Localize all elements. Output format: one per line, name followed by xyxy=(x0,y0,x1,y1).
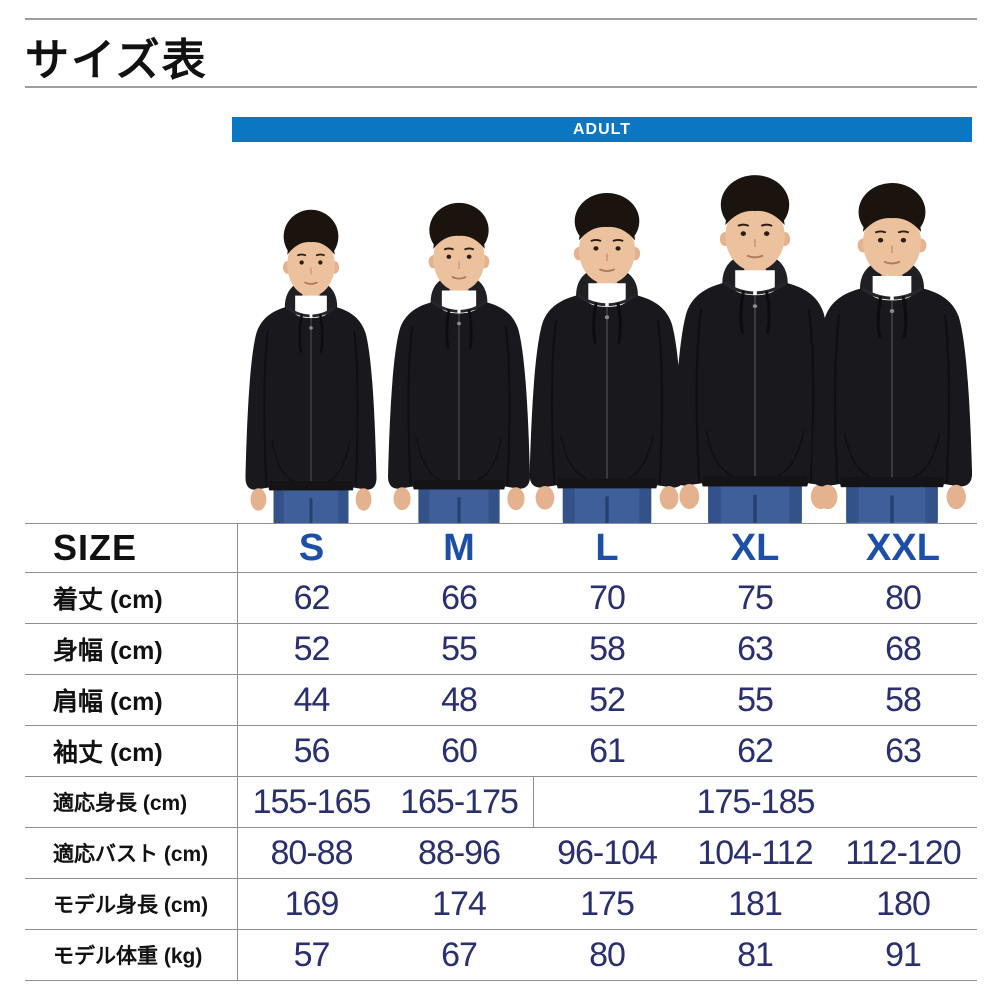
value-cell: 66 xyxy=(441,578,478,617)
row-label: 肩幅 (cm) xyxy=(53,688,163,716)
row-label: モデル身長 (cm) xyxy=(53,894,209,917)
size-table: SIZE S M L XL XXL 着丈 (cm) 62 66 70 75 80 身幅 (cm) 52… xyxy=(25,523,977,981)
value-cell: 112-120 xyxy=(845,833,961,872)
value-cell: 68 xyxy=(885,629,922,668)
model-m xyxy=(386,201,532,523)
row-label: 適応バスト (cm) xyxy=(53,843,209,866)
row-label: 適応身長 (cm) xyxy=(53,792,188,815)
model-xxl xyxy=(810,181,972,523)
value-cell: 88-96 xyxy=(418,833,501,872)
value-cell: 62 xyxy=(237,573,385,623)
size-col-m: M xyxy=(443,526,475,569)
value-cell: 52 xyxy=(237,624,385,674)
table-row-2: 肩幅 (cm) 44 48 52 55 58 xyxy=(25,675,977,726)
value-cell: 67 xyxy=(441,935,478,974)
models-illustration xyxy=(244,173,972,523)
value-cell: 70 xyxy=(589,578,626,617)
row-label: 袖丈 (cm) xyxy=(53,739,163,767)
value-cell: 55 xyxy=(737,680,774,719)
adult-banner-label: ADULT xyxy=(572,120,632,138)
value-cell: 63 xyxy=(885,731,922,770)
value-cell: 175 xyxy=(580,884,635,923)
table-row-3: 袖丈 (cm) 56 60 61 62 63 xyxy=(25,726,977,777)
title-bottom-rule xyxy=(25,86,977,88)
value-cell: 91 xyxy=(885,935,922,974)
value-cell: 63 xyxy=(737,629,774,668)
table-row-0: 着丈 (cm) 62 66 70 75 80 xyxy=(25,573,977,624)
value-cell: 175-185 xyxy=(533,777,977,827)
value-cell: 58 xyxy=(589,629,626,668)
value-cell: 80 xyxy=(589,935,626,974)
value-cell: 174 xyxy=(432,884,487,923)
value-cell: 180 xyxy=(876,884,931,923)
value-cell: 58 xyxy=(885,680,922,719)
value-cell: 52 xyxy=(589,680,626,719)
value-cell: 44 xyxy=(237,675,385,725)
table-row-4: 適応身長 (cm) 155-165 165-175 175-185 xyxy=(25,777,977,828)
table-row-7: モデル体重 (kg) 57 67 80 81 91 xyxy=(25,930,977,981)
value-cell: 181 xyxy=(728,884,783,923)
table-row-1: 身幅 (cm) 52 55 58 63 68 xyxy=(25,624,977,675)
table-row-5: 適応バスト (cm) 80-88 88-96 96-104 104-112 112-120 xyxy=(25,828,977,879)
row-label: 着丈 (cm) xyxy=(53,586,163,614)
value-cell: 80 xyxy=(885,578,922,617)
value-cell: 80-88 xyxy=(237,828,385,878)
model-l xyxy=(527,191,687,523)
size-col-xxl: XXL xyxy=(866,526,940,569)
size-col-xl: XL xyxy=(730,526,780,569)
value-cell: 56 xyxy=(237,726,385,776)
value-cell: 62 xyxy=(737,731,774,770)
table-row-6: モデル身長 (cm) 169 174 175 181 180 xyxy=(25,879,977,930)
row-label: モデル体重 (kg) xyxy=(53,945,203,968)
model-photo xyxy=(232,142,972,523)
row-label: 身幅 (cm) xyxy=(53,637,163,665)
value-cell: 169 xyxy=(237,879,385,929)
value-cell: 61 xyxy=(589,731,626,770)
value-cell: 165-175 xyxy=(400,782,519,821)
size-table-body: 着丈 (cm) 62 66 70 75 80 身幅 (cm) 52 55 58 63 68 肩幅 (cm… xyxy=(25,573,977,981)
value-cell: 48 xyxy=(441,680,478,719)
size-col-l: L xyxy=(595,526,619,569)
size-col-s: S xyxy=(237,524,385,572)
model-s xyxy=(244,208,378,523)
value-cell: 57 xyxy=(237,930,385,980)
page-title: サイズ表 xyxy=(25,36,208,85)
value-cell: 96-104 xyxy=(557,833,658,872)
size-table-header-row: SIZE S M L XL XXL xyxy=(25,523,977,573)
adult-banner: ADULT xyxy=(232,117,972,142)
value-cell: 104-112 xyxy=(697,833,813,872)
value-cell: 155-165 xyxy=(237,777,385,827)
size-table-corner-label: SIZE xyxy=(53,527,138,568)
value-cell: 60 xyxy=(441,731,478,770)
value-cell: 81 xyxy=(737,935,774,974)
title-top-rule xyxy=(25,18,977,20)
value-cell: 75 xyxy=(737,578,774,617)
value-cell: 55 xyxy=(441,629,478,668)
